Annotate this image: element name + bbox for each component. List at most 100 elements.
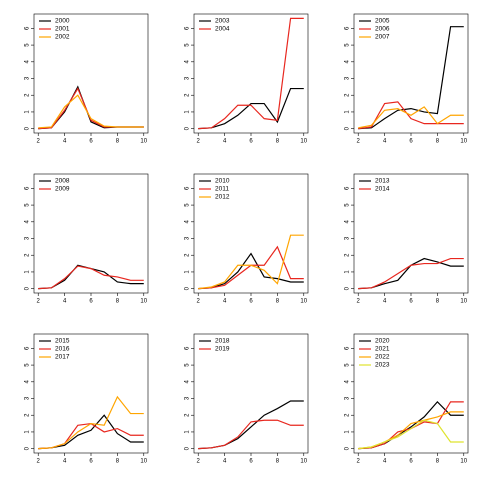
x-tick-label: 10	[300, 459, 307, 465]
y-tick-label: 2	[25, 253, 31, 257]
x-tick-label: 6	[409, 299, 413, 305]
y-tick-label: 0	[185, 446, 191, 450]
legend-text: 2008	[55, 178, 70, 185]
y-tick-label: 0	[345, 446, 351, 450]
y-tick-label: 3	[25, 76, 31, 80]
x-tick-label: 10	[460, 299, 467, 305]
plot-frame	[193, 333, 309, 454]
x-tick-label: 10	[300, 139, 307, 145]
y-tick-label: 6	[345, 346, 351, 350]
legend-text: 2022	[375, 354, 390, 361]
y-tick-label: 5	[185, 203, 191, 207]
y-tick-label: 6	[25, 186, 31, 190]
y-tick-label: 2	[185, 413, 191, 417]
y-tick-label: 6	[185, 186, 191, 190]
series-line	[358, 26, 464, 130]
x-tick-label: 8	[436, 459, 440, 465]
x-tick-label: 2	[197, 299, 201, 305]
series-line	[198, 419, 304, 450]
x-tick-label: 10	[300, 299, 307, 305]
y-tick-label: 6	[185, 26, 191, 30]
legend-text: 2001	[55, 26, 70, 33]
y-tick-label: 6	[345, 186, 351, 190]
y-tick-label: 5	[25, 363, 31, 367]
legend-text: 2000	[55, 18, 70, 25]
y-tick-label: 0	[345, 286, 351, 290]
y-tick-label: 5	[345, 363, 351, 367]
legend-text: 2012	[215, 194, 230, 201]
y-tick-label: 5	[345, 203, 351, 207]
y-tick-label: 3	[25, 396, 31, 400]
x-tick-label: 8	[116, 299, 120, 305]
y-tick-label: 1	[185, 110, 191, 114]
legend-text: 2021	[375, 346, 390, 353]
x-tick-label: 6	[89, 459, 93, 465]
y-tick-label: 1	[345, 110, 351, 114]
y-tick-label: 1	[345, 430, 351, 434]
y-tick-label: 3	[25, 236, 31, 240]
series-line	[38, 422, 144, 450]
x-tick-label: 10	[140, 139, 147, 145]
x-tick-label: 2	[197, 139, 201, 145]
y-tick-label: 4	[185, 379, 191, 383]
legend-text: 2003	[215, 18, 230, 25]
y-tick-label: 5	[25, 43, 31, 47]
legend-text: 2013	[375, 178, 390, 185]
x-tick-label: 6	[409, 139, 413, 145]
legend-text: 2023	[375, 362, 390, 369]
series-line	[358, 257, 464, 290]
x-tick-label: 6	[89, 299, 93, 305]
legend-text: 2018	[215, 338, 230, 345]
x-tick-label: 4	[223, 299, 227, 305]
legend-text: 2015	[55, 338, 70, 345]
series-line	[38, 414, 144, 450]
y-tick-label: 0	[185, 126, 191, 130]
x-tick-label: 2	[197, 459, 201, 465]
x-tick-label: 2	[37, 139, 41, 145]
legend-text: 2020	[375, 338, 390, 345]
x-tick-label: 4	[223, 459, 227, 465]
y-tick-label: 4	[185, 219, 191, 223]
x-tick-label: 6	[89, 139, 93, 145]
x-tick-label: 4	[383, 299, 387, 305]
series-line	[358, 257, 464, 290]
x-tick-label: 8	[116, 139, 120, 145]
legend-text: 2007	[375, 34, 390, 41]
plot-frame	[353, 173, 469, 294]
y-tick-label: 1	[25, 270, 31, 274]
x-tick-label: 8	[276, 299, 280, 305]
y-tick-label: 3	[185, 236, 191, 240]
legend-text: 2009	[55, 186, 70, 193]
y-tick-label: 2	[185, 253, 191, 257]
x-tick-label: 2	[37, 299, 41, 305]
x-tick-label: 6	[249, 459, 253, 465]
x-tick-label: 4	[223, 139, 227, 145]
y-tick-label: 3	[185, 396, 191, 400]
legend-text: 2017	[55, 354, 70, 361]
series-line	[358, 400, 464, 450]
x-tick-label: 4	[63, 459, 67, 465]
y-tick-label: 1	[25, 430, 31, 434]
legend-text: 2014	[375, 186, 390, 193]
series-line	[198, 234, 304, 290]
legend-text: 2005	[375, 18, 390, 25]
plot-frame	[33, 173, 149, 294]
y-tick-label: 2	[345, 253, 351, 257]
x-tick-label: 4	[63, 299, 67, 305]
legend-text: 2006	[375, 26, 390, 33]
y-tick-label: 1	[185, 270, 191, 274]
y-tick-label: 6	[185, 346, 191, 350]
series-line	[38, 395, 144, 450]
series-line	[358, 411, 464, 450]
x-tick-label: 4	[63, 139, 67, 145]
y-tick-label: 3	[345, 396, 351, 400]
x-tick-label: 8	[116, 459, 120, 465]
legend-text: 2019	[215, 346, 230, 353]
y-tick-label: 4	[25, 379, 31, 383]
series-line	[38, 94, 144, 129]
